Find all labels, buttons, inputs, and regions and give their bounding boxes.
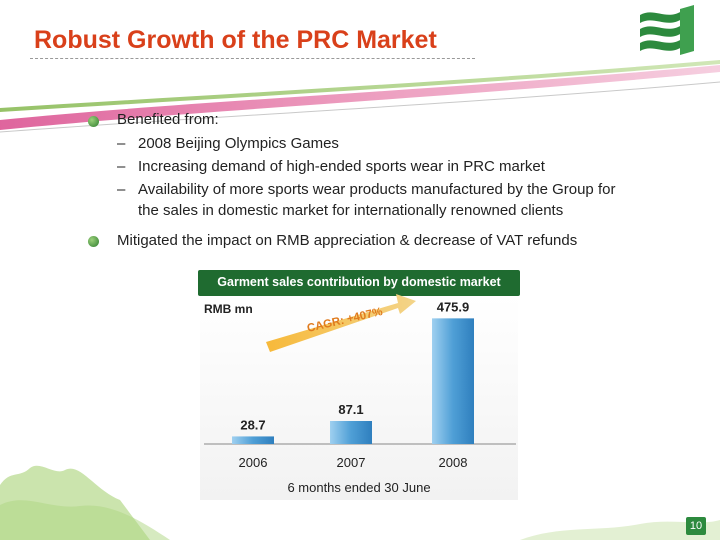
bar-2008 <box>432 318 474 444</box>
bullet-dot <box>88 236 99 247</box>
value-label-2007: 87.1 <box>338 402 363 417</box>
sub-item: Availability of more sports wear product… <box>138 181 616 198</box>
bar-2007 <box>330 421 372 444</box>
cagr-arrow <box>266 294 416 352</box>
chart-title: Garment sales contribution by domestic m… <box>217 275 501 289</box>
title-divider <box>30 58 475 59</box>
page-title: Robust Growth of the PRC Market <box>34 26 437 54</box>
category-label-2007: 2007 <box>337 455 366 470</box>
category-label-2008: 2008 <box>439 455 468 470</box>
company-logo <box>640 5 694 55</box>
header-swoosh <box>0 60 720 133</box>
sub-item: Increasing demand of high-ended sports w… <box>138 158 545 175</box>
category-label-2006: 2006 <box>239 455 268 470</box>
value-label-2006: 28.7 <box>240 417 265 432</box>
chart-x-label: 6 months ended 30 June <box>287 480 431 495</box>
chart-plot: RMB mn CAGR: +407% 28.7 2006 87.1 2007 475.9… <box>204 294 516 470</box>
dash-marker: – <box>117 135 126 152</box>
cagr-annotation: CAGR: +407% <box>306 306 384 335</box>
page-number: 10 <box>686 517 706 535</box>
unit-label: RMB mn <box>204 302 253 316</box>
bullet-text: Benefited from: <box>117 111 219 128</box>
dash-marker: – <box>117 181 126 198</box>
chart-header: Garment sales contribution by domestic m… <box>198 270 520 296</box>
bullet-text: Mitigated the impact on RMB appreciation… <box>117 232 578 249</box>
bar-2006 <box>232 436 274 444</box>
bullet-dot <box>88 116 99 127</box>
sub-item-continuation: the sales in domestic market for interna… <box>138 202 564 219</box>
sales-chart: Garment sales contribution by domestic m… <box>198 270 520 500</box>
decorative-hills <box>0 465 720 540</box>
value-label-2008: 475.9 <box>437 299 470 314</box>
sub-item: 2008 Beijing Olympics Games <box>138 135 339 152</box>
dash-marker: – <box>117 158 126 175</box>
